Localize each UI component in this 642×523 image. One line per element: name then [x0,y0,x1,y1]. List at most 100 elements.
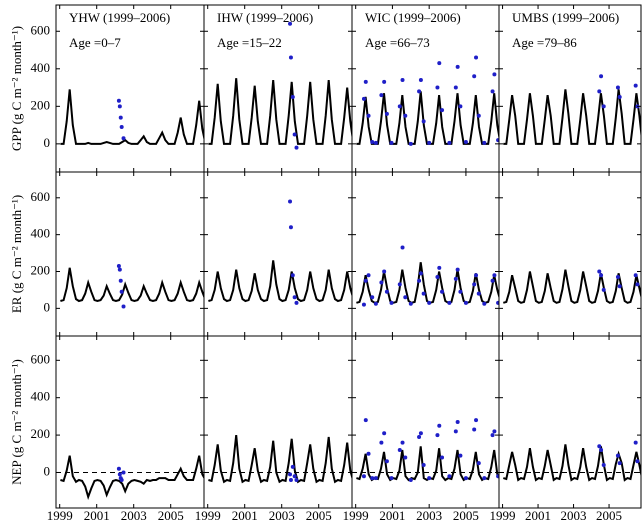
observation-point [601,287,606,292]
observation-point [400,245,405,250]
observation-point [288,21,293,26]
panel-frame [203,335,353,509]
panel [208,199,352,305]
observation-point [288,55,293,60]
observation-point [361,96,366,101]
y-tick-label: 600 [31,22,51,37]
x-tick-label: 1999 [490,508,516,523]
observation-point [440,108,445,113]
observation-point [117,472,122,477]
observation-point [294,300,299,305]
model-line [60,455,204,500]
observation-point [599,74,604,79]
y-tick-label: 0 [44,463,51,478]
panel-frame [498,335,642,509]
observation-point [435,275,440,280]
panel [356,55,499,146]
observation-point [397,104,402,109]
observation-point [417,278,422,283]
observation-point [455,420,460,424]
observation-point [482,140,487,145]
observation-point [400,440,405,445]
observation-point [288,472,293,477]
observation-point [597,269,602,274]
observation-point [463,300,468,305]
observation-point [599,448,604,453]
observation-point [288,225,293,230]
observation-point [427,476,432,481]
observation-point [382,79,387,84]
panel-subtitle: Age =66–73 [365,35,430,50]
observation-point [437,265,442,270]
observation-point [617,94,622,99]
observation-point [417,89,422,94]
observation-point [635,459,640,464]
observation-point [421,291,426,296]
observation-point [435,85,440,90]
observation-point [447,140,452,145]
observation-point [366,451,371,456]
observation-point [418,78,423,83]
observation-point [373,476,378,481]
observation-point [379,280,384,285]
x-tick-label: 2001 [84,508,110,523]
observation-point [418,431,423,436]
observation-point [453,85,458,90]
panel-frame [351,335,500,509]
observation-point [363,278,368,283]
y-tick-label: 400 [31,226,51,241]
observation-point [496,300,499,305]
observation-point [361,474,366,479]
y-tick-label: 0 [44,135,51,150]
observation-point [373,301,378,306]
observation-point [379,93,384,98]
observation-point [400,78,405,83]
panel-frame [203,171,353,337]
panel-frame [351,171,500,337]
observation-point [389,300,394,305]
observation-point [496,138,499,143]
panel-title: UMBS (1999–2006) [512,10,619,25]
panel-subtitle: Age =0–7 [69,35,121,50]
observation-point [458,104,463,109]
observation-point [116,466,121,471]
model-line [208,434,352,484]
x-tick-label: 1999 [195,508,221,523]
panel-frame [55,4,205,173]
observation-point [599,273,604,278]
panel-title: IHW (1999–2006) [217,10,313,25]
observation-point [447,474,452,479]
observation-point [418,271,423,276]
observation-point [403,455,408,460]
y-tick-label: 200 [31,262,51,277]
model-line [60,267,204,303]
panel [60,263,204,309]
y-tick-label: 400 [31,389,51,404]
x-tick-label: 2001 [525,508,551,523]
observation-point [403,295,408,300]
observation-point [472,282,477,287]
x-tick-label: 2003 [416,508,442,523]
panel [356,245,499,307]
observation-point [290,464,295,469]
observation-point [408,477,413,482]
observation-point [496,474,499,479]
x-tick-label: 1999 [47,508,73,523]
observation-point [437,61,442,66]
x-tick-label: 2005 [596,508,622,523]
observation-point [384,111,389,116]
observation-point [633,273,638,278]
observation-point [435,433,440,438]
observation-point [117,104,122,109]
observation-point [370,139,375,144]
observation-point [370,476,375,481]
observation-point [397,282,402,287]
observation-point [290,94,295,99]
y-tick-label: 200 [31,97,51,112]
observation-point [458,453,463,458]
observation-point [482,476,487,481]
observation-point [363,79,368,84]
observation-point [361,302,366,307]
x-tick-label: 2003 [121,508,147,523]
panel-subtitle: Age =15–22 [217,35,282,50]
